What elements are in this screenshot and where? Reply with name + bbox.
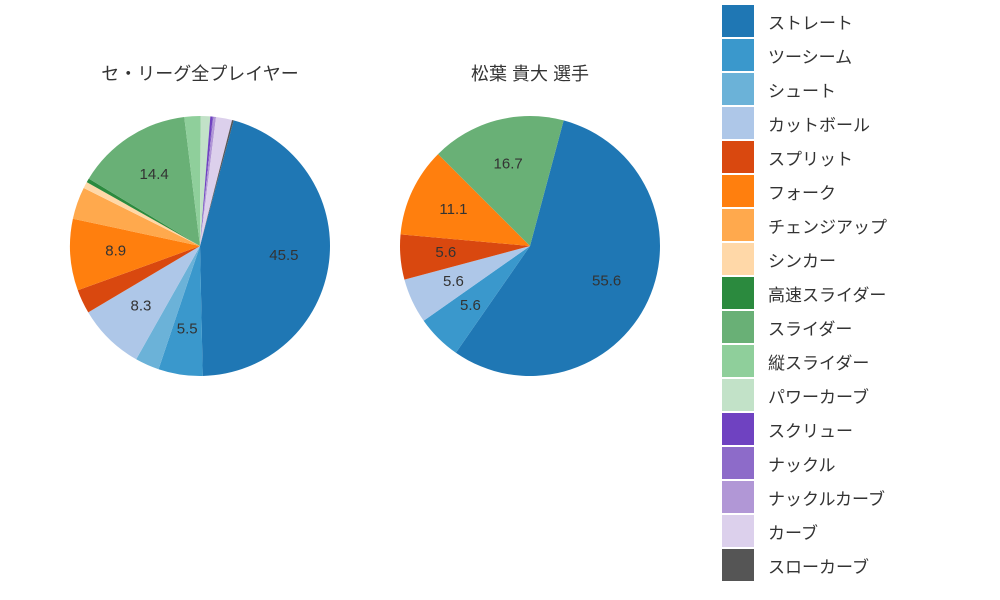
chart-area: セ・リーグ全プレイヤー 45.5 5.5 8.3 8.9 14.4 松葉 貴大 選手 5…: [0, 0, 700, 600]
legend-label: ナックル: [768, 451, 836, 476]
legend-swatch: [722, 73, 754, 105]
legend-label: 高速スライダー: [768, 281, 886, 306]
legend-swatch: [722, 345, 754, 377]
pie-left-title: セ・リーグ全プレイヤー: [40, 60, 360, 86]
pie-left-container: セ・リーグ全プレイヤー 45.5 5.5 8.3 8.9 14.4: [40, 60, 360, 386]
legend-item: チェンジアップ: [710, 208, 990, 242]
legend-item: ストレート: [710, 4, 990, 38]
legend-swatch: [722, 481, 754, 513]
legend-label: シンカー: [768, 247, 836, 272]
legend-swatch: [722, 549, 754, 581]
legend-item: スライダー: [710, 310, 990, 344]
legend-label: スローカーブ: [768, 553, 869, 578]
pie-right-svg: 55.6 5.6 5.6 5.6 11.1 16.7: [390, 106, 670, 386]
legend-item: ナックル: [710, 446, 990, 480]
legend-label: スプリット: [768, 145, 853, 170]
legend-swatch: [722, 379, 754, 411]
legend-item: パワーカーブ: [710, 378, 990, 412]
legend-swatch: [722, 141, 754, 173]
legend-swatch: [722, 243, 754, 275]
pie-right-title: 松葉 貴大 選手: [370, 60, 690, 86]
legend-label: スライダー: [768, 315, 852, 340]
legend-item: ナックルカーブ: [710, 480, 990, 514]
slice-value-label: 5.6: [460, 297, 481, 314]
slice-value-label: 14.4: [140, 166, 169, 183]
legend-swatch: [722, 175, 754, 207]
legend-item: 高速スライダー: [710, 276, 990, 310]
legend-label: カーブ: [768, 519, 818, 544]
legend-label: スクリュー: [768, 417, 853, 442]
slice-value-label: 55.6: [592, 273, 621, 290]
slice-value-label: 45.5: [269, 247, 298, 264]
slice-value-label: 11.1: [439, 201, 467, 218]
legend-item: ツーシーム: [710, 38, 990, 72]
legend-label: フォーク: [768, 179, 836, 204]
legend-label: シュート: [768, 77, 836, 102]
slice-value-label: 5.6: [443, 273, 464, 290]
legend-swatch: [722, 413, 754, 445]
legend-label: ストレート: [768, 9, 853, 34]
legend-swatch: [722, 447, 754, 479]
legend-item: カットボール: [710, 106, 990, 140]
legend-item: スローカーブ: [710, 548, 990, 582]
slice-value-label: 8.9: [105, 243, 126, 260]
slice-value-label: 16.7: [494, 155, 523, 172]
legend-swatch: [722, 39, 754, 71]
legend-item: 縦スライダー: [710, 344, 990, 378]
legend-label: チェンジアップ: [768, 213, 887, 238]
pie-left-svg: 45.5 5.5 8.3 8.9 14.4: [60, 106, 340, 386]
legend-label: パワーカーブ: [768, 383, 869, 408]
legend-swatch: [722, 311, 754, 343]
legend-item: フォーク: [710, 174, 990, 208]
legend-label: ツーシーム: [768, 43, 852, 68]
slice-value-label: 8.3: [131, 297, 152, 314]
legend-swatch: [722, 277, 754, 309]
legend-item: カーブ: [710, 514, 990, 548]
legend-item: スクリュー: [710, 412, 990, 446]
legend-item: スプリット: [710, 140, 990, 174]
legend-swatch: [722, 5, 754, 37]
legend-item: シンカー: [710, 242, 990, 276]
legend-label: カットボール: [768, 111, 870, 136]
legend-item: シュート: [710, 72, 990, 106]
slice-value-label: 5.6: [435, 244, 456, 261]
legend-swatch: [722, 107, 754, 139]
legend-label: 縦スライダー: [768, 349, 869, 374]
legend-swatch: [722, 515, 754, 547]
legend: ストレートツーシームシュートカットボールスプリットフォークチェンジアップシンカー…: [710, 0, 990, 586]
slice-value-label: 5.5: [177, 320, 198, 337]
legend-label: ナックルカーブ: [768, 485, 885, 510]
legend-swatch: [722, 209, 754, 241]
pie-right-container: 松葉 貴大 選手 55.6 5.6 5.6 5.6 11.1 16.7: [370, 60, 690, 386]
